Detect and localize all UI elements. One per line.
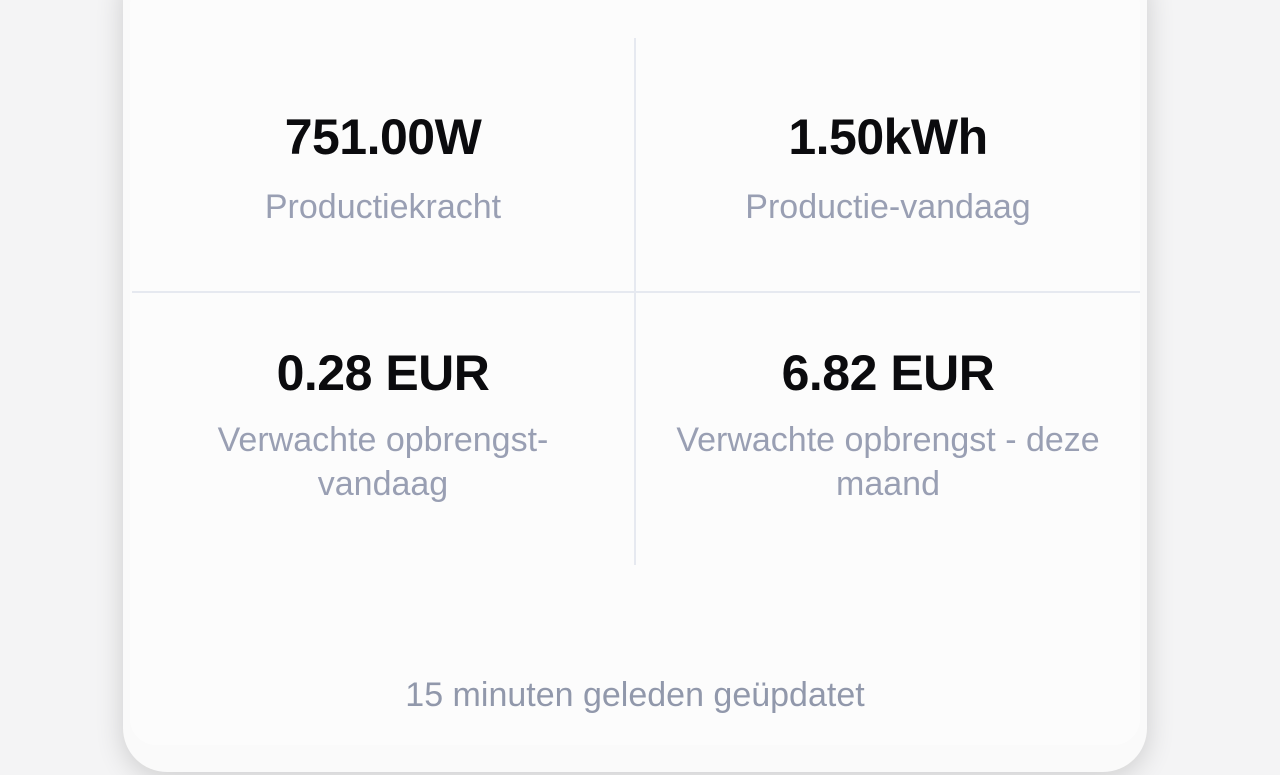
stat-value: 751.00W: [284, 109, 482, 165]
stat-value: 0.28 EUR: [276, 345, 490, 401]
stat-production-today: 1.50kWh Productie-vandaag: [636, 38, 1140, 293]
stat-label: Productie-vandaag: [745, 188, 1031, 226]
stat-label: Verwachte opbrengst-vandaag: [217, 421, 549, 503]
stat-label: Verwachte opbrengst - deze maand: [676, 421, 1100, 503]
stat-expected-yield-month: 6.82 EUR Verwachte opbrengst - deze maan…: [636, 293, 1140, 565]
stats-grid: 751.00W Productiekracht 1.50kWh Producti…: [132, 38, 1140, 565]
stat-label: Productiekracht: [264, 188, 502, 226]
stat-production-power: 751.00W Productiekracht: [132, 38, 636, 293]
stat-value: 1.50kWh: [788, 109, 988, 165]
last-updated-status: 15 minuten geleden geüpdatet: [405, 676, 865, 714]
stat-value: 6.82 EUR: [781, 345, 995, 401]
stat-expected-yield-today: 0.28 EUR Verwachte opbrengst-vandaag: [132, 293, 636, 565]
